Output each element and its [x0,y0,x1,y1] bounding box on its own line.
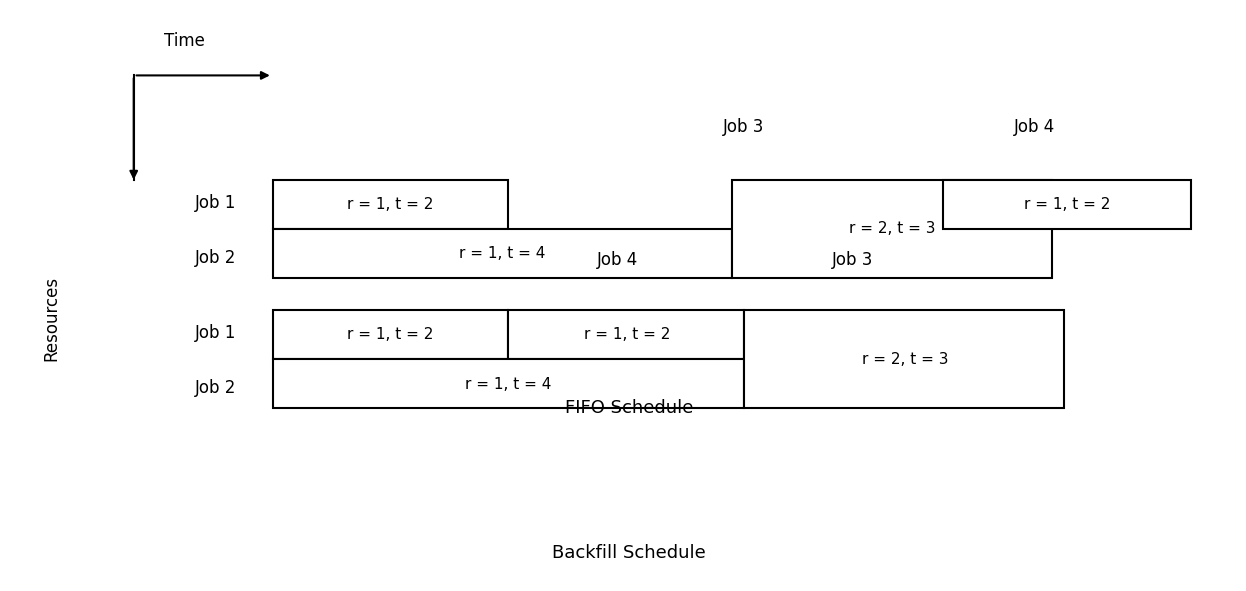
Text: Job 1: Job 1 [196,194,237,212]
Text: r = 1, t = 2: r = 1, t = 2 [1023,197,1110,212]
Text: r = 1, t = 2: r = 1, t = 2 [583,327,670,342]
Bar [744,310,1064,408]
Text: Job 3: Job 3 [832,251,873,269]
Text: Time: Time [164,32,204,50]
Text: Job 2: Job 2 [196,379,237,397]
Text: Job 3: Job 3 [724,118,765,136]
Text: r = 1, t = 2: r = 1, t = 2 [346,197,434,212]
Bar [731,180,1052,278]
Text: FIFO Schedule: FIFO Schedule [564,400,694,417]
Bar [273,359,744,408]
Bar [943,180,1191,229]
Text: Job 4: Job 4 [1013,118,1055,136]
Text: r = 1, t = 4: r = 1, t = 4 [459,246,546,261]
Text: Resources: Resources [42,276,61,361]
Bar [273,180,508,229]
Text: Job 4: Job 4 [597,251,638,269]
Bar [273,310,508,359]
Text: r = 1, t = 4: r = 1, t = 4 [465,376,552,392]
Bar [273,229,731,278]
Text: Backfill Schedule: Backfill Schedule [552,544,706,562]
Bar [508,310,744,359]
Text: r = 2, t = 3: r = 2, t = 3 [850,222,936,236]
Text: r = 1, t = 2: r = 1, t = 2 [346,327,434,342]
Text: Job 1: Job 1 [196,324,237,342]
Text: Job 2: Job 2 [196,249,237,267]
Text: r = 2, t = 3: r = 2, t = 3 [861,352,948,366]
